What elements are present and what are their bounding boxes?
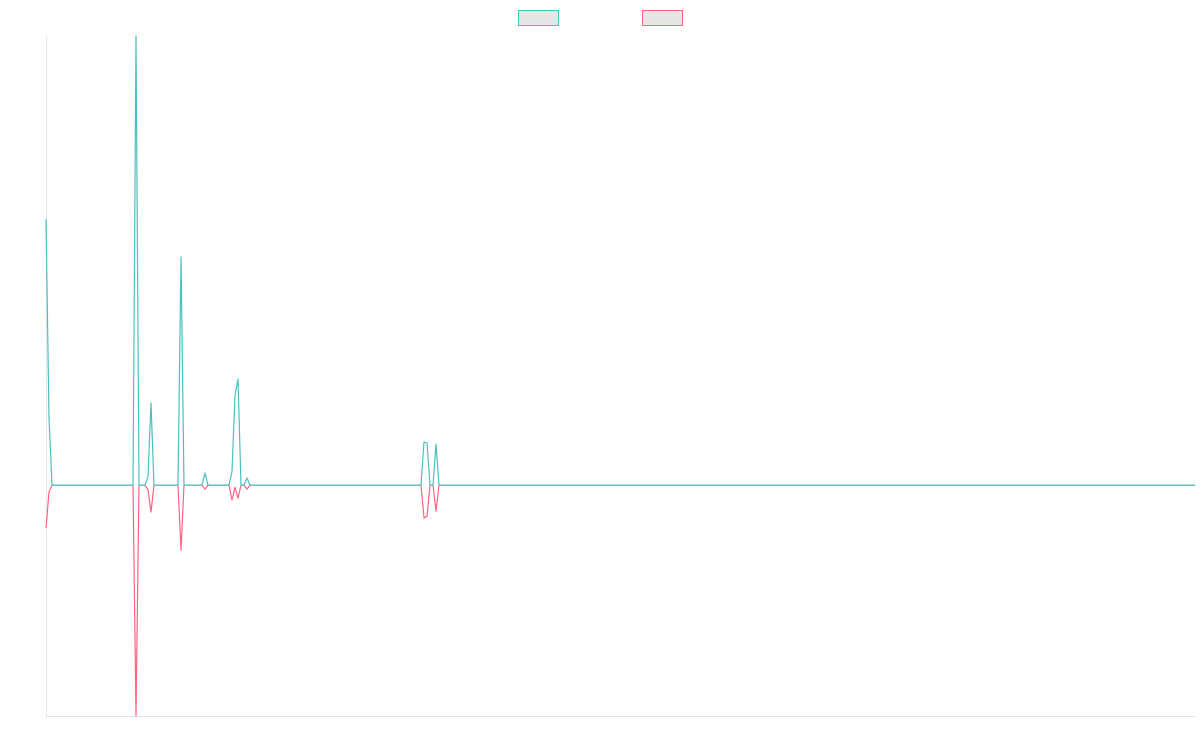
- data-line: [45, 484, 1195, 717]
- data-line: [45, 35, 1195, 486]
- legend-swatch: [642, 10, 683, 26]
- legend-swatch: [518, 10, 559, 26]
